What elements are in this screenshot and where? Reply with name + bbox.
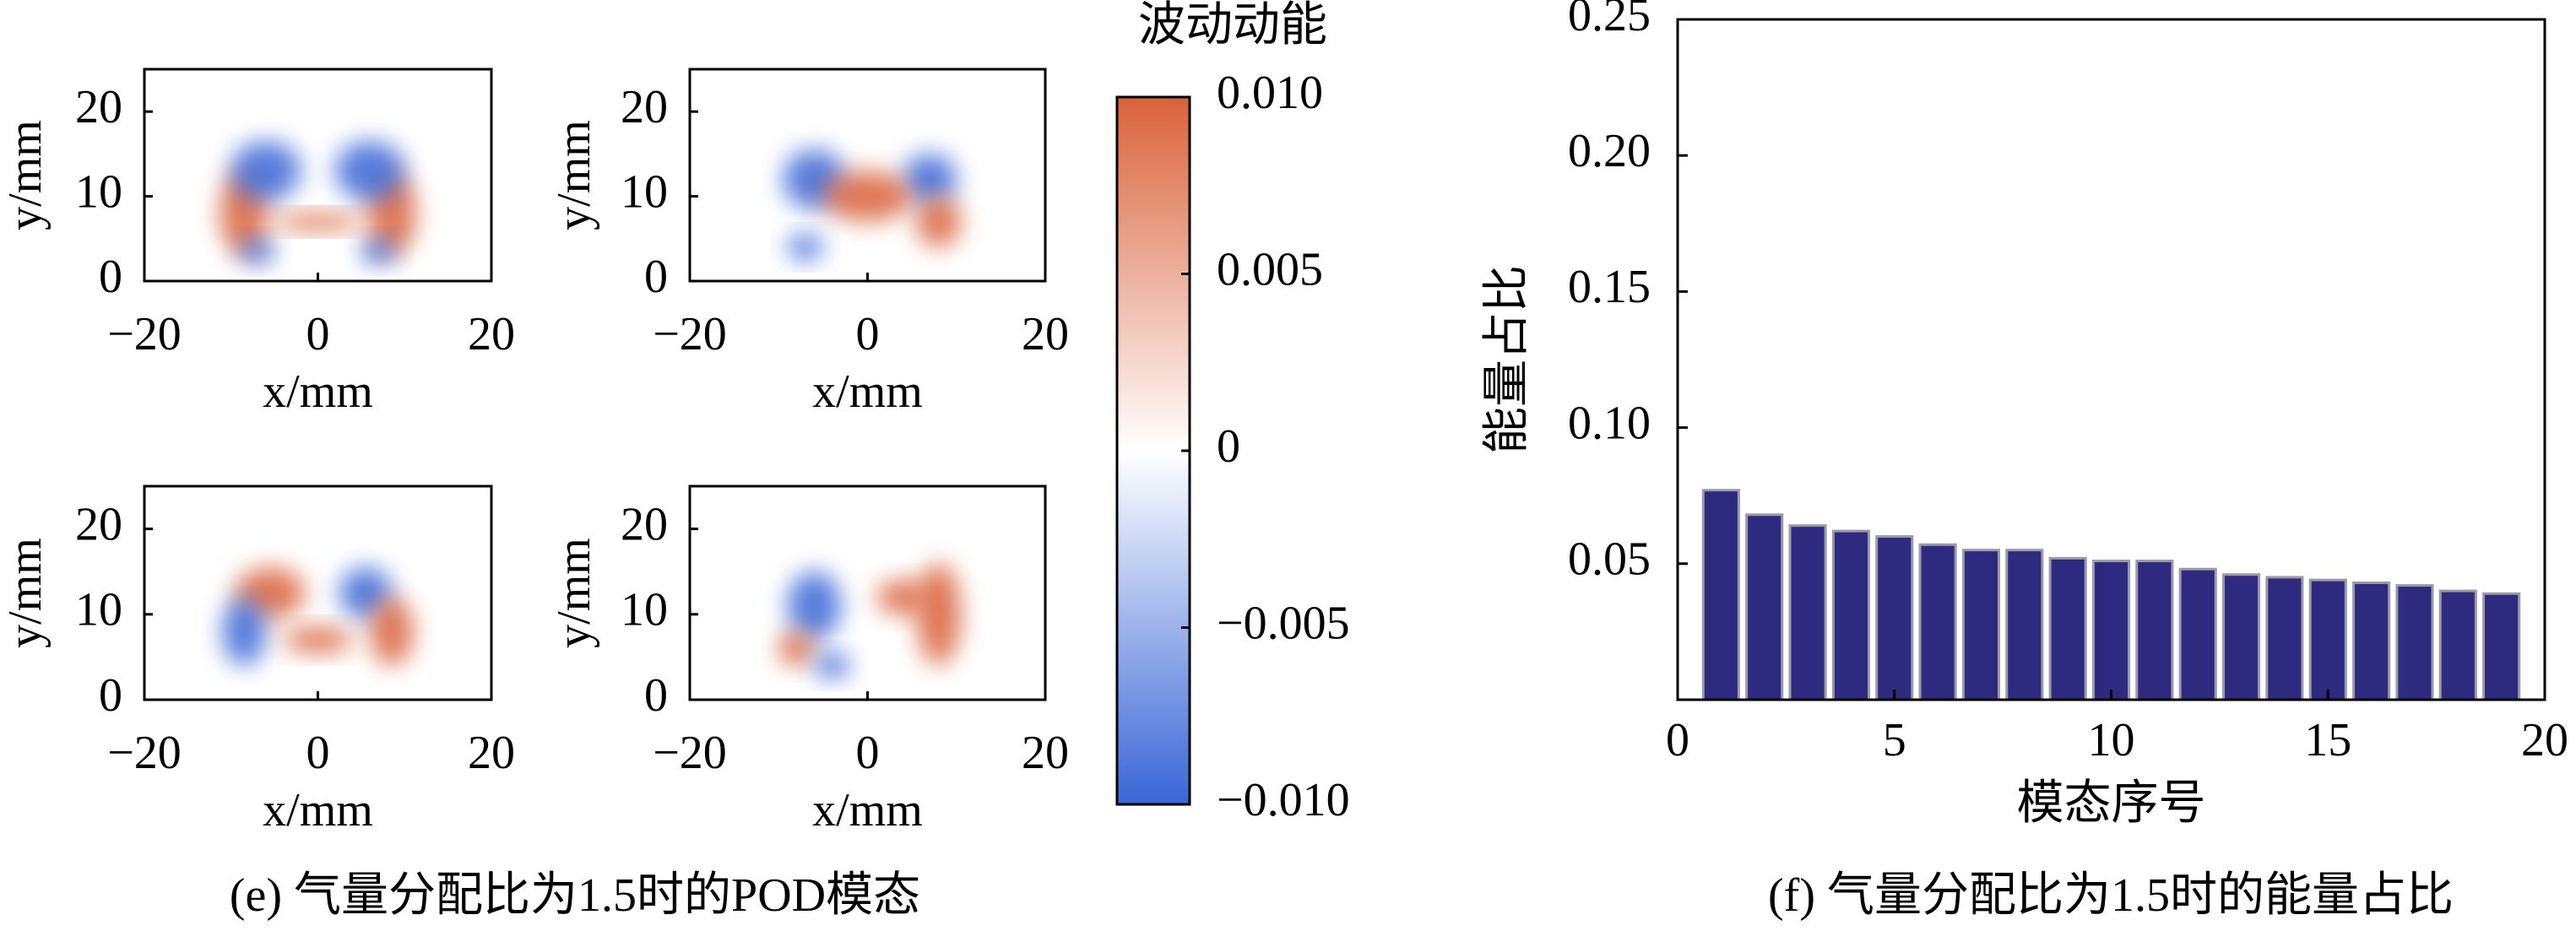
field-blob <box>361 238 396 264</box>
y-axis-label: y/mm <box>0 120 52 230</box>
colorbar-tick-label: −0.005 <box>1217 597 1350 649</box>
colorbar <box>1115 95 1191 806</box>
y-tick-label: 10 <box>621 165 668 218</box>
bar <box>1961 549 2001 701</box>
field-blob <box>222 597 266 666</box>
field-blob <box>916 196 962 247</box>
y-tick-label: 0.25 <box>1568 0 1651 41</box>
colorbar-tick-label: 0 <box>1217 420 1240 473</box>
y-tick-label: 20 <box>75 498 122 550</box>
bar <box>1788 524 1827 701</box>
y-tick-label: 0 <box>644 669 668 722</box>
bar <box>2221 573 2261 701</box>
x-tick-label: 15 <box>2304 714 2351 766</box>
y-tick-label: 0.15 <box>1568 261 1651 313</box>
y-tick-label: 0 <box>99 669 122 722</box>
field-blob <box>916 563 962 666</box>
x-tick-label: 0 <box>1666 714 1689 766</box>
bar <box>1701 489 1740 701</box>
field-blob <box>274 213 361 230</box>
colorbar-tick-label: 0.005 <box>1217 243 1323 295</box>
bar <box>1875 535 1914 701</box>
x-tick-label: −20 <box>107 727 182 779</box>
colorbar-tick-label: −0.010 <box>1217 774 1350 826</box>
x-tick-label: 20 <box>468 308 515 360</box>
y-tick-label: 20 <box>621 498 668 550</box>
x-tick-label: 20 <box>1022 308 1069 360</box>
y-tick-label: 20 <box>621 81 668 133</box>
bar <box>2438 589 2477 701</box>
y-tick-label: 10 <box>621 584 668 636</box>
x-tick-label: 0 <box>856 727 880 779</box>
bar <box>2265 576 2304 701</box>
bar <box>1918 543 1957 701</box>
y-axis-label: y/mm <box>548 120 600 230</box>
x-tick-label: 0 <box>856 308 880 360</box>
y-tick-label: 0.05 <box>1568 533 1651 586</box>
field <box>222 567 414 666</box>
plot-frame <box>143 68 493 283</box>
field-blob <box>876 580 930 614</box>
field-blob <box>822 171 913 222</box>
field-blob <box>283 626 353 653</box>
x-axis-label: x/mm <box>263 365 373 418</box>
field-blob <box>814 652 850 679</box>
bar <box>2482 592 2521 701</box>
y-tick-label: 0.10 <box>1568 397 1651 449</box>
field <box>778 563 962 679</box>
bar <box>2135 560 2174 701</box>
x-tick-label: −20 <box>107 308 182 360</box>
colorbar-title: 波动动能 <box>1138 0 1327 51</box>
bar <box>2005 549 2044 701</box>
x-tick-label: 0 <box>306 308 330 360</box>
bar <box>2308 578 2347 701</box>
x-axis-label: x/mm <box>812 784 923 836</box>
y-tick-label: 10 <box>75 584 122 636</box>
bar <box>2352 581 2391 701</box>
x-tick-label: −20 <box>653 727 727 779</box>
caption: (f) 气量分配比为1.5时的能量占比 <box>1768 869 2454 922</box>
x-tick-label: 10 <box>2088 714 2135 766</box>
y-tick-label: 0 <box>99 251 122 303</box>
bar <box>2395 584 2434 701</box>
x-axis-label: 模态序号 <box>2017 777 2206 830</box>
plot-frame <box>688 484 1047 701</box>
y-tick-label: 0.20 <box>1568 125 1651 177</box>
x-tick-label: 20 <box>2521 714 2568 766</box>
field-blob <box>903 154 957 205</box>
x-tick-label: 20 <box>1022 727 1069 779</box>
x-tick-label: 20 <box>468 727 515 779</box>
field-blob <box>240 238 275 264</box>
x-tick-label: 0 <box>306 727 330 779</box>
field-blob <box>787 234 823 260</box>
colorbar-tick-label: 0.010 <box>1217 67 1323 119</box>
field <box>783 149 962 260</box>
y-tick-label: 10 <box>75 165 122 218</box>
bar <box>1745 513 1784 701</box>
field-blob <box>370 597 414 666</box>
bar <box>2091 560 2131 701</box>
bar <box>2048 556 2087 701</box>
plot-frame <box>143 484 493 701</box>
x-tick-label: 5 <box>1883 714 1906 766</box>
x-axis-label: x/mm <box>263 784 373 836</box>
x-tick-label: −20 <box>653 308 727 360</box>
y-axis-label: y/mm <box>0 538 52 648</box>
y-tick-label: 0 <box>644 251 668 303</box>
field-blob <box>787 571 841 641</box>
y-axis-label: 能量占比 <box>1481 265 1533 454</box>
x-axis-label: x/mm <box>812 365 923 418</box>
caption: (e) 气量分配比为1.5时的POD模态 <box>230 869 920 922</box>
y-axis-label: y/mm <box>548 538 600 648</box>
bar <box>1831 529 1870 701</box>
y-tick-label: 20 <box>75 81 122 133</box>
field-blob <box>335 141 405 201</box>
field-blob <box>778 631 815 666</box>
bar <box>2178 567 2217 701</box>
field <box>220 141 416 264</box>
field-blob <box>230 141 301 201</box>
